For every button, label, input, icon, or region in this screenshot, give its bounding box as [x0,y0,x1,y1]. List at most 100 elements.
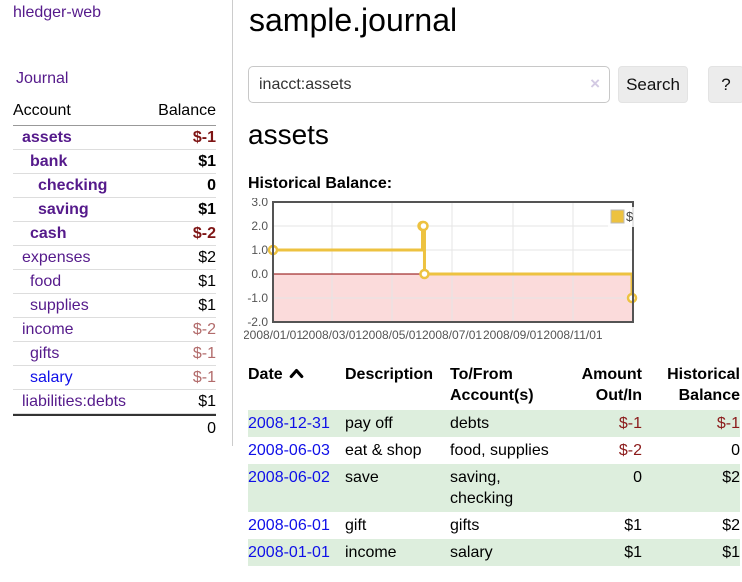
accounts-total-value: 0 [147,414,216,440]
transaction-accounts: debts [450,415,490,432]
account-row: gifts $-1 [13,342,216,366]
transaction-date-link[interactable]: 2008-06-02 [248,469,330,486]
account-link[interactable]: supplies [30,297,89,314]
transaction-description: income [345,544,397,561]
transaction-accounts: salary [450,544,493,561]
y-axis-tick-label: 3.0 [251,198,268,209]
account-link[interactable]: gifts [30,345,60,362]
register-table: Date Description To/From Account(s) Amou… [248,362,740,566]
transaction-amount: $1 [624,544,642,561]
x-axis-tick-label: 2008/03/01 [302,328,362,342]
chart-heading: Historical Balance: [248,175,393,192]
x-axis-tick-label: 2008/09/01 [483,328,543,342]
y-axis-tick-label: -2.0 [247,315,268,329]
transaction-row: 2008-01-01 income salary $1 $1 [248,539,740,566]
account-title: assets [248,119,329,150]
accounts-table: Account Balance assets $-1 bank $1 check… [13,102,216,440]
account-balance: $1 [147,294,216,318]
brand-link[interactable]: hledger-web [13,4,102,21]
transaction-description: pay off [345,415,393,432]
account-link[interactable]: food [30,273,62,290]
account-row: food $1 [13,270,216,294]
account-row: income $-2 [13,318,216,342]
transaction-balance: $-1 [716,415,740,432]
historical-balance-chart: $3.0 2.0 1.0 0.0 -1.0 -2.0 2008/01/01 2008/03/0… [243,195,644,348]
accounts-header-account: Account [13,102,148,126]
clear-search-icon[interactable]: × [590,74,600,93]
transaction-date-link[interactable]: 2008-06-01 [248,517,330,534]
transaction-row: 2008-06-01 gift gifts $1 $2 [248,512,740,539]
account-balance: $-2 [147,318,216,342]
transaction-date-link[interactable]: 2008-06-03 [248,442,330,459]
x-axis-tick-label: 2008/07/01 [422,328,482,342]
search-input[interactable] [248,66,610,103]
account-link[interactable]: saving [38,201,89,218]
account-balance: $1 [147,390,216,414]
account-balance: $-1 [147,126,216,150]
y-axis-tick-label: -1.0 [247,291,268,305]
y-axis-tick-label: 0.0 [251,267,268,281]
legend-label: $ [626,209,634,224]
account-row: bank $1 [13,150,216,174]
transaction-amount: $-2 [618,442,642,459]
page-title: sample.journal [249,2,458,38]
search-field-wrap: × [248,66,610,103]
account-row: checking 0 [13,174,216,198]
transaction-row: 2008-06-02 save saving, checking 0 $2 [248,464,740,512]
search-bar: × Search ? [248,66,742,103]
account-link[interactable]: expenses [22,249,91,266]
account-link[interactable]: cash [30,225,67,242]
account-balance: $1 [147,270,216,294]
plot-border [272,201,634,323]
y-axis-tick-label: 2.0 [251,219,268,233]
account-link[interactable]: liabilities:debts [22,393,127,410]
transaction-row: 2008-06-03 eat & shop food, supplies $-2… [248,437,740,464]
transaction-accounts: food, supplies [450,442,549,459]
account-link[interactable]: income [22,321,74,338]
register-header-amount: Amount Out/In [581,366,642,404]
account-link[interactable]: checking [38,177,108,194]
account-row: assets $-1 [13,126,216,150]
account-row: liabilities:debts $1 [13,390,216,414]
accounts-table-header: Account Balance [13,102,216,126]
register-header-date[interactable]: Date [248,362,345,410]
y-axis-tick-label: 1.0 [251,243,268,257]
accounts-total-row: 0 [13,414,216,440]
account-balance: $-2 [147,222,216,246]
account-row: cash $-2 [13,222,216,246]
x-axis-tick-label: 2008/11/01 [543,328,602,342]
account-balance: $-1 [147,342,216,366]
transaction-date-link[interactable]: 2008-12-31 [248,415,330,432]
account-row: expenses $2 [13,246,216,270]
transaction-amount: 0 [633,469,642,486]
transaction-balance: $1 [722,544,740,561]
account-balance: $1 [147,198,216,222]
account-link[interactable]: bank [30,153,68,170]
transaction-description: eat & shop [345,442,422,459]
data-point-marker [418,220,429,232]
account-link[interactable]: salary [30,369,73,386]
account-link[interactable]: assets [22,129,72,146]
transaction-description: gift [345,517,367,534]
x-axis-tick-label: 2008/05/01 [362,328,422,342]
transaction-accounts: gifts [450,517,480,534]
account-balance: $-1 [147,366,216,390]
sort-ascending-icon [289,368,304,379]
transaction-accounts: saving, checking [450,469,514,507]
transaction-description: save [345,469,379,486]
transaction-balance: $2 [722,469,740,486]
transaction-balance: 0 [731,442,740,459]
accounts-total-spacer [13,414,148,440]
transaction-date-link[interactable]: 2008-01-01 [248,544,330,561]
transaction-amount: $-1 [618,415,642,432]
search-button[interactable]: Search [618,66,688,103]
account-row: saving $1 [13,198,216,222]
account-row: salary $-1 [13,366,216,390]
account-balance: $2 [147,246,216,270]
data-point-marker [419,268,430,280]
register-header-description: Description [345,366,434,383]
help-button[interactable]: ? [708,66,742,103]
account-row: supplies $1 [13,294,216,318]
sidebar-item-journal[interactable]: Journal [16,70,69,87]
